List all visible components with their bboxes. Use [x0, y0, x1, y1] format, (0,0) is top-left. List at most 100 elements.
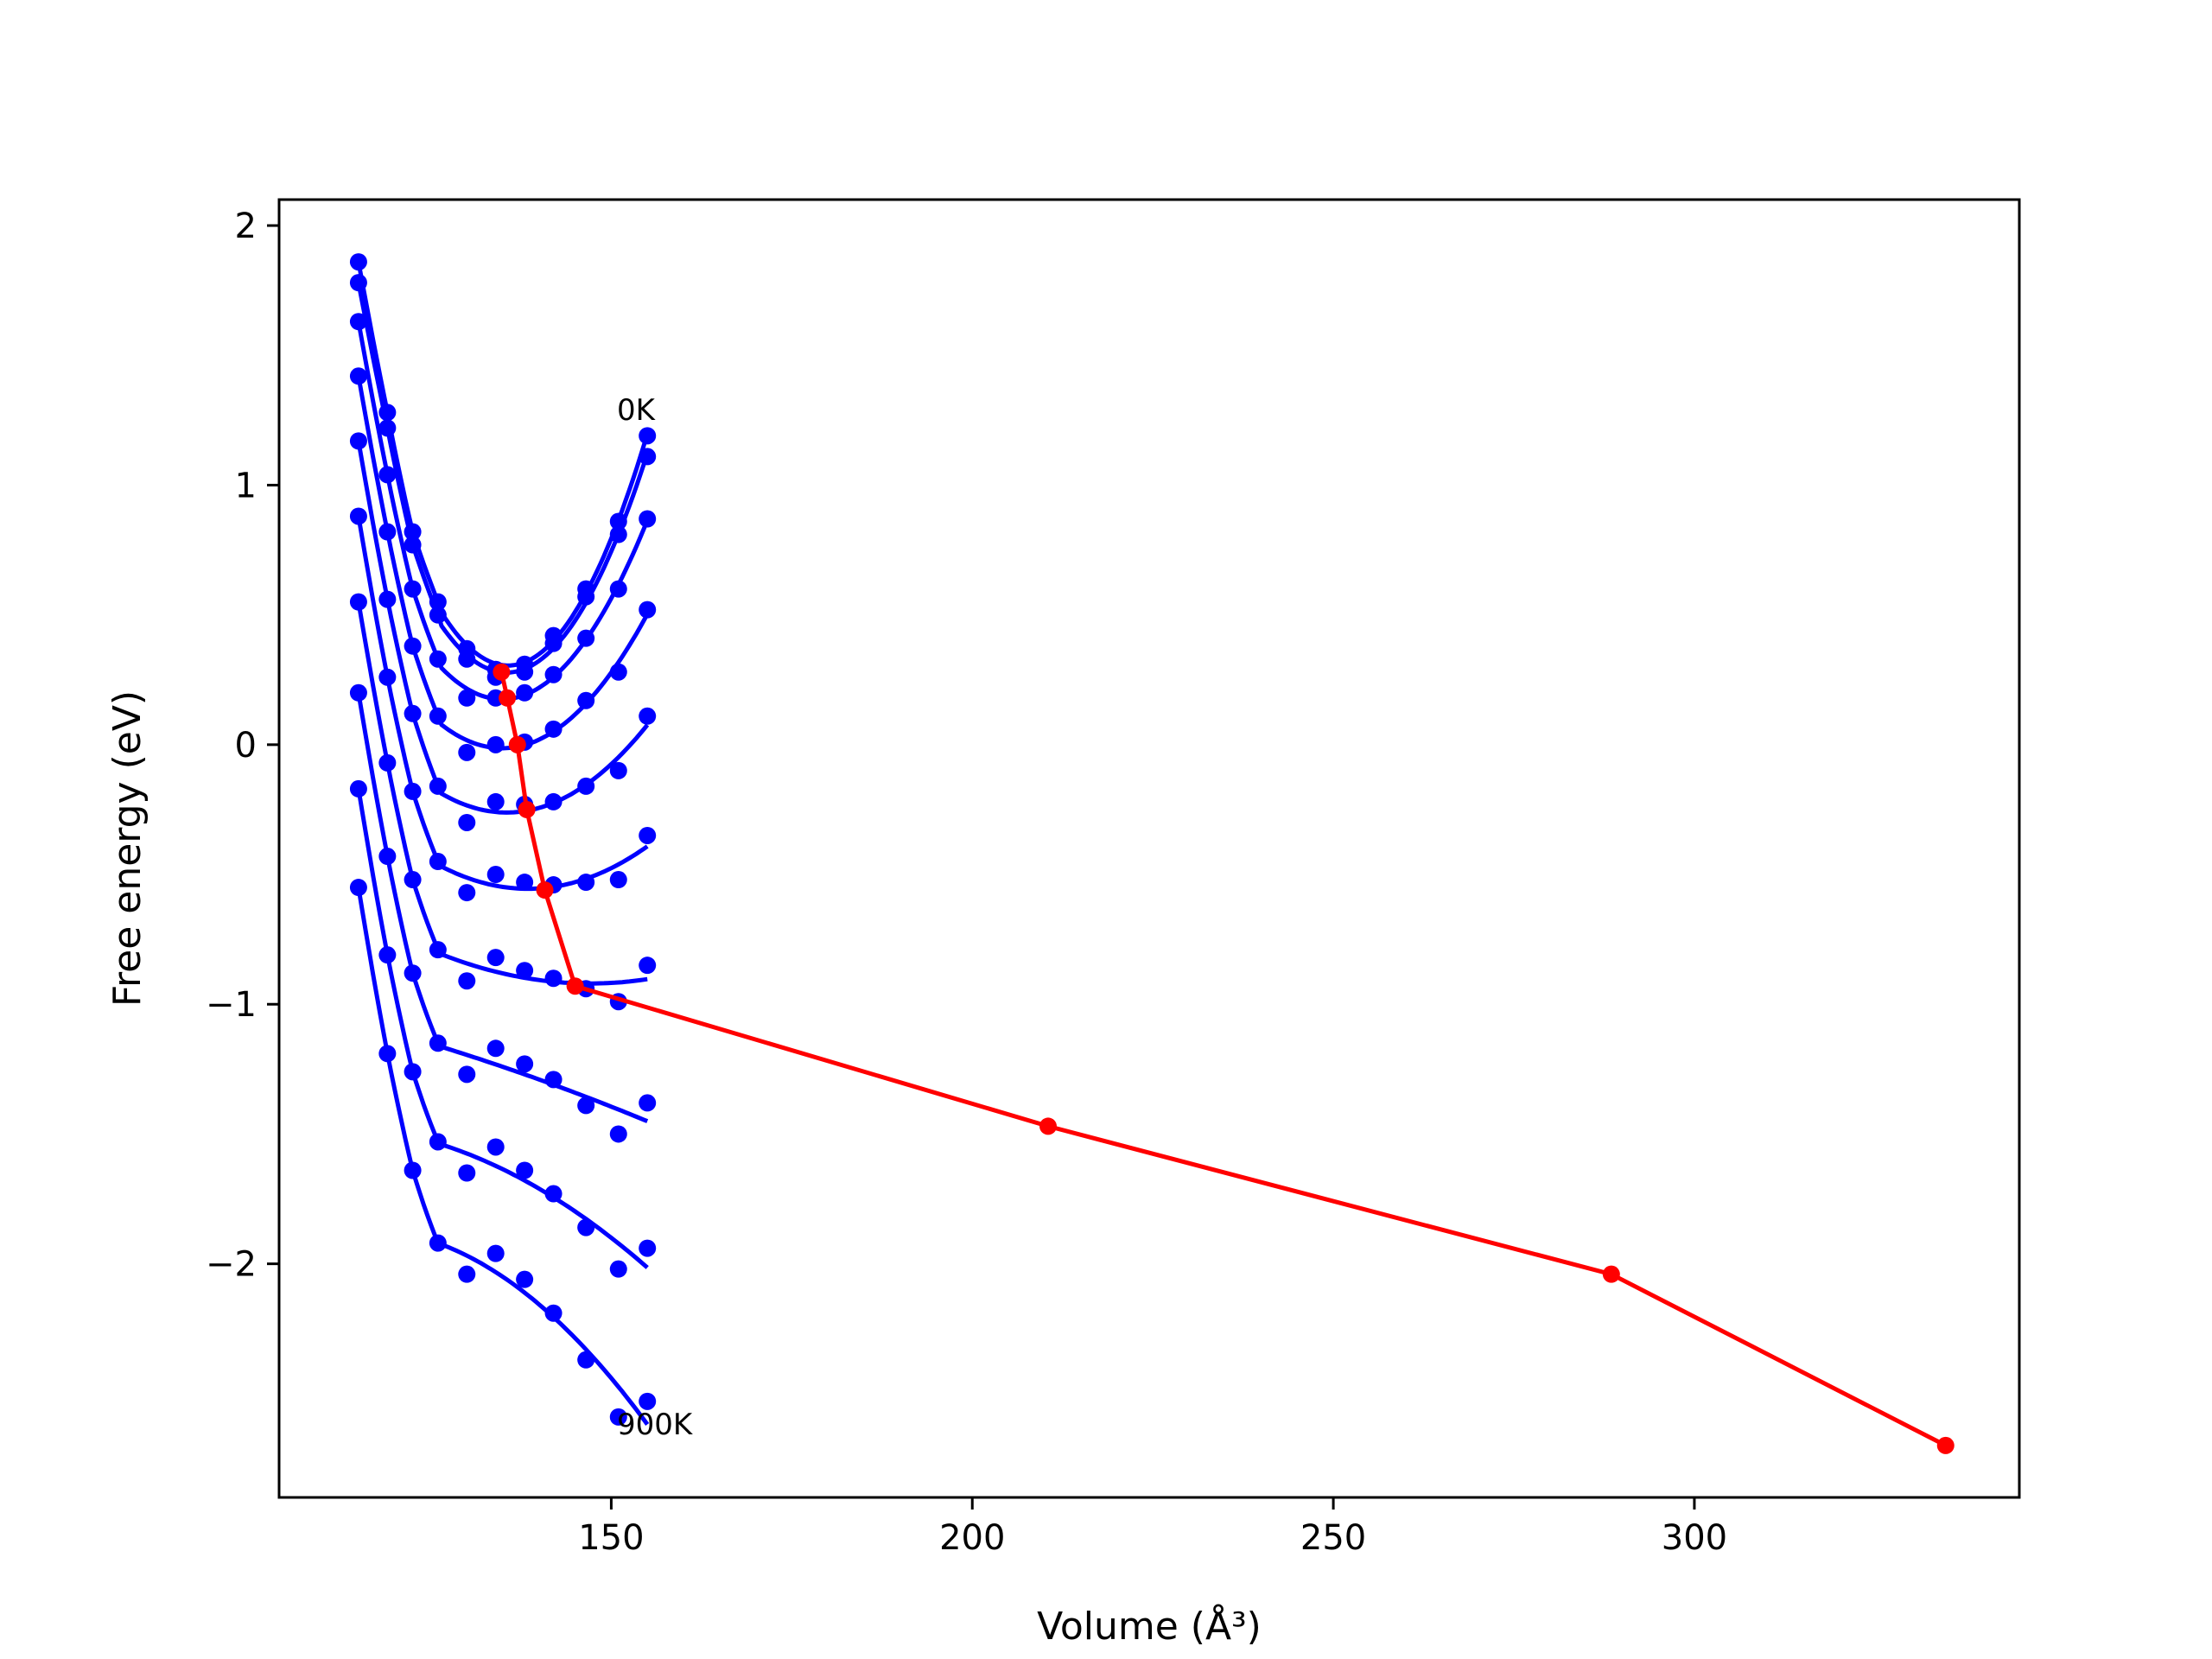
minimum-point: [536, 881, 554, 899]
data-point: [577, 588, 595, 606]
data-point: [378, 404, 397, 422]
data-point: [609, 1408, 627, 1426]
data-point: [458, 743, 476, 761]
data-point: [639, 1239, 657, 1257]
data-point: [609, 871, 627, 889]
data-point: [544, 1071, 563, 1089]
data-points: [349, 253, 657, 1426]
data-point: [486, 1039, 505, 1058]
minimum-point: [508, 735, 526, 753]
minimum-point: [499, 689, 517, 707]
data-point: [404, 637, 422, 655]
curve-label-900k: 900K: [617, 1408, 694, 1442]
data-point: [577, 874, 595, 892]
data-point: [378, 753, 397, 772]
y-tick-label: −2: [206, 1245, 257, 1285]
minimum-path: [493, 663, 1955, 1454]
data-point: [577, 1351, 595, 1369]
data-point: [544, 634, 563, 652]
data-point: [458, 972, 476, 990]
data-point: [429, 593, 447, 611]
data-point: [349, 593, 367, 611]
data-point: [544, 720, 563, 738]
data-point: [639, 1094, 657, 1112]
data-point: [429, 941, 447, 959]
data-point: [544, 1304, 563, 1322]
data-point: [458, 813, 476, 831]
x-tick-label: 250: [1300, 1518, 1366, 1558]
y-tick-label: −1: [206, 985, 257, 1025]
data-point: [639, 1392, 657, 1410]
minimum-point: [1039, 1117, 1058, 1135]
data-point: [609, 525, 627, 543]
data-point: [404, 523, 422, 541]
data-point: [349, 313, 367, 331]
data-point: [429, 1034, 447, 1052]
data-point: [404, 704, 422, 722]
data-point: [609, 663, 627, 681]
minimum-point: [1602, 1265, 1620, 1283]
data-point: [378, 946, 397, 964]
data-point: [349, 432, 367, 450]
data-point: [404, 1063, 422, 1081]
x-tick-label: 200: [939, 1518, 1005, 1558]
x-tick-label: 300: [1662, 1518, 1727, 1558]
fit-curve: [356, 440, 650, 815]
data-point: [378, 590, 397, 608]
data-point: [639, 707, 657, 725]
y-tick-label: 2: [235, 207, 257, 246]
y-axis-label: Free energy (eV): [105, 690, 149, 1007]
data-point: [378, 523, 397, 541]
data-point: [349, 274, 367, 292]
data-point: [429, 1133, 447, 1151]
y-axis-ticks: 2 1 0 −1 −2: [206, 207, 279, 1285]
data-point: [349, 779, 367, 798]
x-tick-label: 150: [578, 1518, 644, 1558]
data-point: [404, 964, 422, 982]
data-point: [486, 949, 505, 967]
data-point: [349, 367, 367, 385]
data-point: [486, 1138, 505, 1156]
data-point: [486, 1244, 505, 1262]
data-point: [404, 536, 422, 554]
data-point: [404, 782, 422, 800]
data-point: [349, 879, 367, 897]
data-point: [404, 871, 422, 889]
x-axis-ticks: 150 200 250 300: [578, 1497, 1727, 1558]
data-point: [577, 691, 595, 709]
data-point: [429, 777, 447, 795]
data-point: [577, 1096, 595, 1115]
data-point: [486, 866, 505, 884]
data-point: [544, 1185, 563, 1203]
minimum-point: [566, 977, 584, 995]
curve-label-0k: 0K: [617, 393, 657, 428]
data-point: [486, 735, 505, 753]
minimum-point: [493, 663, 511, 681]
data-point: [349, 253, 367, 271]
data-point: [458, 1164, 476, 1182]
fit-curve: [356, 788, 649, 1269]
minimum-point: [518, 800, 536, 818]
fit-curve: [356, 516, 649, 892]
data-point: [429, 650, 447, 668]
data-point: [516, 663, 534, 681]
data-point: [429, 1234, 447, 1252]
data-point: [544, 792, 563, 810]
data-point: [349, 507, 367, 525]
fit-curve: [356, 601, 648, 986]
data-point: [609, 580, 627, 598]
data-point: [639, 826, 657, 844]
data-point: [378, 419, 397, 437]
data-point: [577, 629, 595, 647]
data-point: [544, 665, 563, 683]
data-point: [458, 1065, 476, 1084]
data-point: [378, 1045, 397, 1063]
data-point: [458, 1265, 476, 1283]
data-point: [458, 689, 476, 707]
data-point: [458, 884, 476, 902]
data-point: [609, 512, 627, 531]
data-point: [404, 1161, 422, 1179]
data-point: [349, 683, 367, 702]
fit-curves: [356, 261, 650, 1426]
